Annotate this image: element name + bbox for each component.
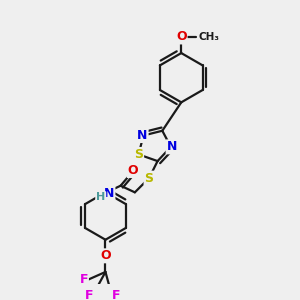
Text: H: H [96,192,105,202]
Text: O: O [100,249,111,262]
Text: N: N [167,140,177,153]
Text: O: O [128,164,138,177]
Text: S: S [145,172,154,184]
Text: F: F [80,273,88,286]
Text: O: O [176,31,187,44]
Text: N: N [104,187,114,200]
Text: N: N [137,129,148,142]
Text: S: S [134,148,143,161]
Text: F: F [112,289,120,300]
Text: CH₃: CH₃ [198,32,219,42]
Text: F: F [85,289,94,300]
